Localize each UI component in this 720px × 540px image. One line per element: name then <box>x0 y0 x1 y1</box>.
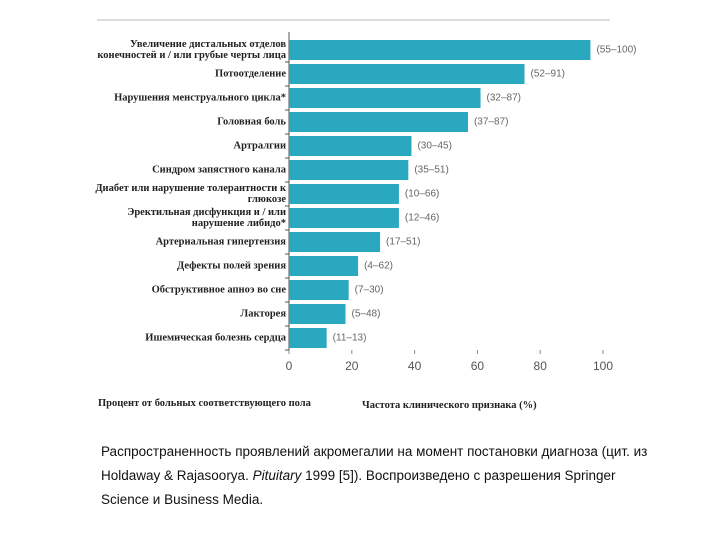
range-label: (35–51) <box>414 165 448 176</box>
y-tick-label: Ишемическая болезнь сердца <box>145 332 286 344</box>
y-tick-label: Дефекты полей зрения <box>177 260 286 272</box>
range-label: (37–87) <box>474 117 508 128</box>
bar <box>289 208 399 228</box>
y-tick-label: Эректильная дисфункция и / или нарушение… <box>127 207 286 229</box>
bar <box>289 328 327 348</box>
bar <box>289 304 346 324</box>
caption-journal: Pituitary <box>252 468 302 483</box>
y-tick-label: Лакторея <box>240 308 286 320</box>
range-label: (30–45) <box>417 141 451 152</box>
range-label: (7–30) <box>355 285 384 296</box>
x-tick-label: 100 <box>593 359 613 373</box>
y-axis-title: Процент от больных соответствующего пола <box>98 398 311 409</box>
x-tick-label: 80 <box>534 359 548 373</box>
bar <box>289 40 591 60</box>
bar <box>289 280 349 300</box>
bar <box>289 136 412 156</box>
x-axis-title: Частота клинического признака (%) <box>362 400 537 411</box>
range-label: (17–51) <box>386 237 420 248</box>
y-tick-label: Обструктивное апноэ во сне <box>151 284 286 296</box>
y-tick-label: Потоотделение <box>215 68 286 80</box>
y-tick-label: Синдром запястного канала <box>152 164 286 176</box>
x-tick-label: 60 <box>471 359 485 373</box>
x-tick-label: 40 <box>408 359 422 373</box>
x-tick-label: 20 <box>345 359 359 373</box>
y-tick-label: Головная боль <box>217 116 286 128</box>
y-tick-label: Увеличение дистальных отделов конечносте… <box>97 39 286 61</box>
bar <box>289 88 481 108</box>
range-label: (11–13) <box>333 333 367 344</box>
y-tick-label: Нарушения менструального цикла* <box>114 92 286 104</box>
bar <box>289 256 359 276</box>
caption: Распространенность проявлений акромегали… <box>101 440 661 512</box>
y-tick-label: Диабет или нарушение толерантности к глю… <box>95 183 286 205</box>
range-label: (5–48) <box>352 309 381 320</box>
bar <box>289 232 381 252</box>
bar <box>289 112 468 132</box>
range-label: (52–91) <box>531 69 565 80</box>
bar <box>289 64 525 84</box>
range-label: (12–46) <box>405 213 439 224</box>
range-label: (10–66) <box>405 189 439 200</box>
bar <box>289 184 399 204</box>
y-tick-label: Артралгии <box>233 140 286 152</box>
range-label: (32–87) <box>487 93 521 104</box>
caption-text: Распространенность проявлений акромегали… <box>101 444 648 483</box>
range-label: (4–62) <box>364 261 393 272</box>
y-tick-label: Артериальная гипертензия <box>155 236 286 248</box>
x-tick-label: 0 <box>286 359 293 373</box>
bar <box>289 160 409 180</box>
range-label: (55–100) <box>596 45 636 56</box>
caption-text: 1999 [5]). Воспроизведено с разрешения S… <box>101 468 616 507</box>
